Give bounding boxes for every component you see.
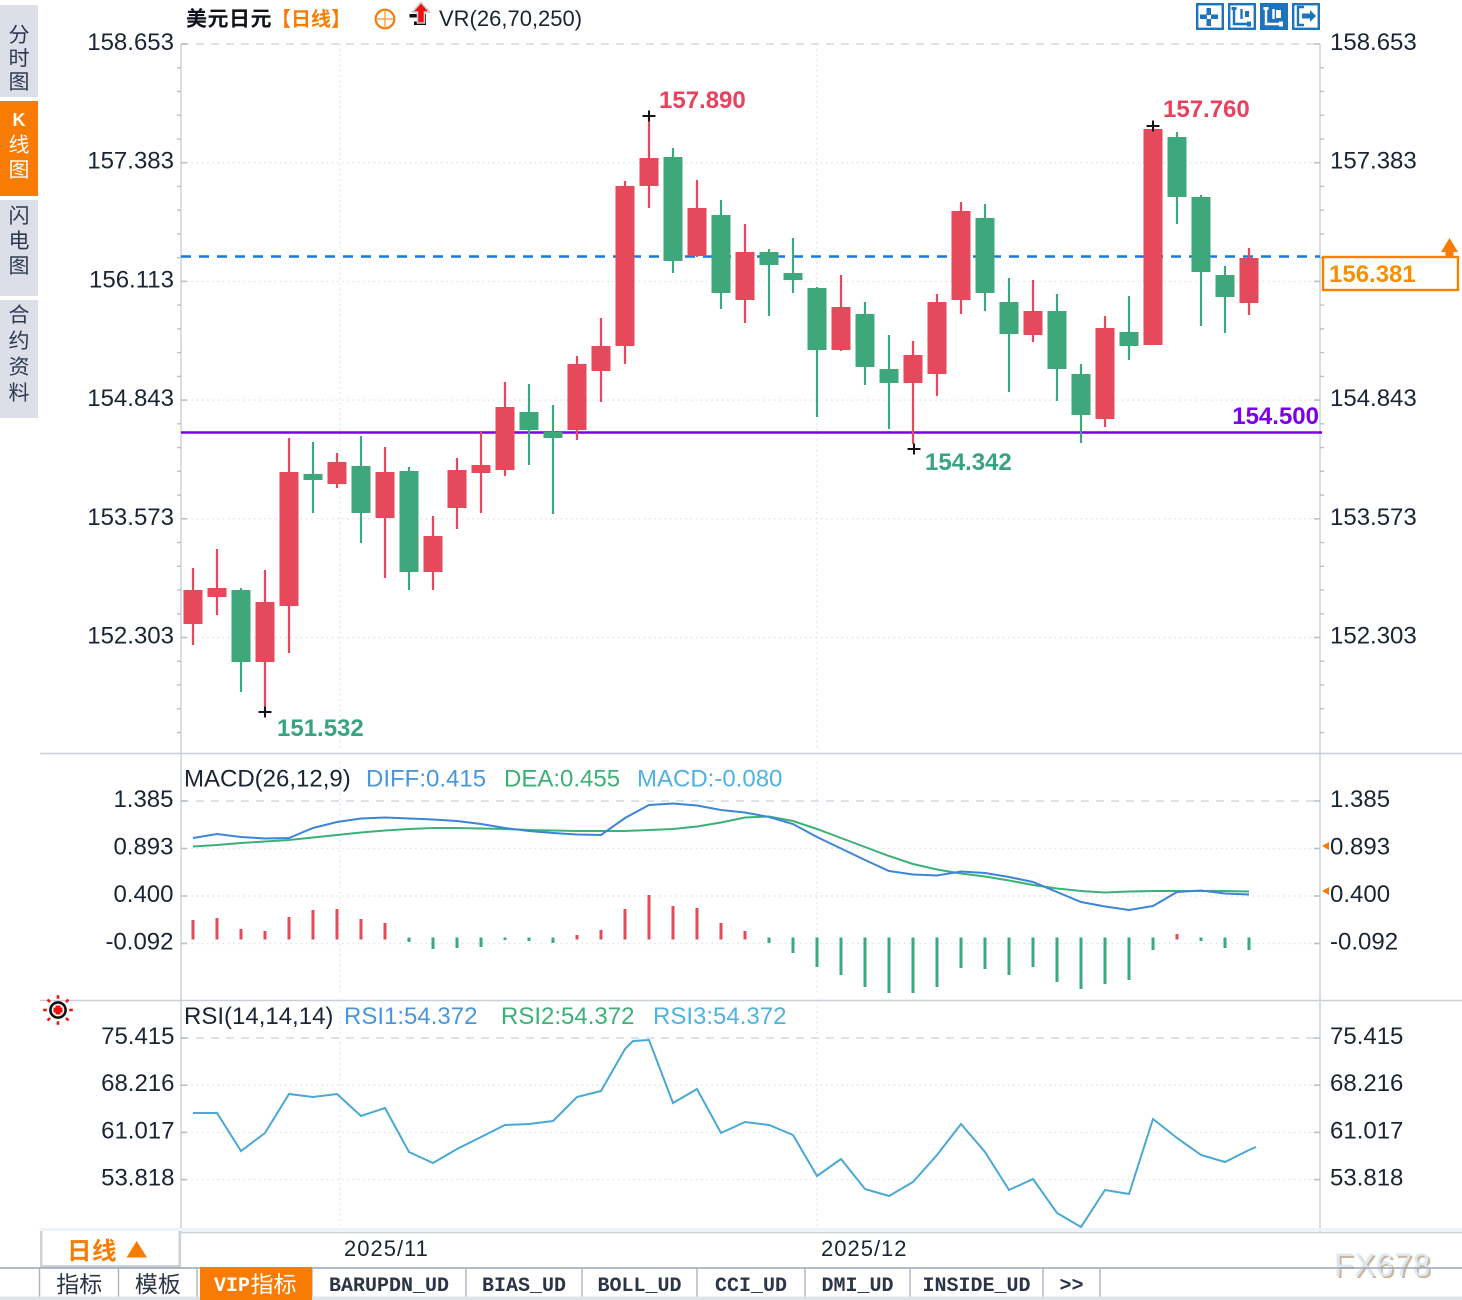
svg-text:68.216: 68.216 — [1330, 1070, 1403, 1097]
svg-text:-0.092: -0.092 — [1330, 929, 1398, 956]
svg-text:1.385: 1.385 — [113, 786, 173, 813]
svg-text:RSI2:54.372: RSI2:54.372 — [501, 1003, 634, 1030]
svg-text:152.303: 152.303 — [87, 623, 174, 650]
svg-text:INSIDE_UD: INSIDE_UD — [922, 1275, 1030, 1298]
svg-text:K: K — [13, 110, 26, 130]
svg-text:0.400: 0.400 — [113, 881, 173, 908]
svg-text:CCI_UD: CCI_UD — [715, 1275, 787, 1298]
svg-text:75.415: 75.415 — [1330, 1023, 1403, 1050]
svg-text:MACD:-0.080: MACD:-0.080 — [637, 766, 782, 793]
svg-text:156.113: 156.113 — [89, 266, 174, 293]
svg-text:0.893: 0.893 — [1330, 834, 1390, 861]
svg-text:157.760: 157.760 — [1163, 96, 1250, 123]
svg-text:153.573: 153.573 — [87, 504, 174, 531]
svg-text:157.890: 157.890 — [659, 87, 746, 114]
svg-text:RSI1:54.372: RSI1:54.372 — [344, 1003, 477, 1030]
svg-text:1.385: 1.385 — [1330, 786, 1390, 813]
svg-text:154.500: 154.500 — [1232, 403, 1319, 430]
svg-text:61.017: 61.017 — [101, 1117, 174, 1144]
svg-text:0.893: 0.893 — [113, 834, 173, 861]
svg-text:68.216: 68.216 — [101, 1070, 174, 1097]
svg-text:158.653: 158.653 — [87, 29, 174, 56]
svg-text:154.342: 154.342 — [925, 449, 1012, 476]
svg-text:152.303: 152.303 — [1330, 623, 1417, 650]
svg-text:DMI_UD: DMI_UD — [821, 1275, 893, 1298]
svg-text:VIP: VIP — [214, 1275, 250, 1298]
svg-text:53.818: 53.818 — [101, 1165, 174, 1192]
svg-text:VR(26,70,250): VR(26,70,250) — [439, 6, 582, 31]
svg-text:BIAS_UD: BIAS_UD — [482, 1275, 566, 1298]
svg-text:BARUPDN_UD: BARUPDN_UD — [329, 1275, 449, 1298]
svg-text:RSI3:54.372: RSI3:54.372 — [653, 1003, 786, 1030]
svg-text:2025/12: 2025/12 — [821, 1236, 908, 1261]
svg-text:154.843: 154.843 — [87, 385, 174, 412]
svg-text:>>: >> — [1059, 1275, 1083, 1298]
svg-text:2025/11: 2025/11 — [344, 1236, 429, 1261]
svg-text:MACD(26,12,9): MACD(26,12,9) — [184, 766, 351, 793]
svg-text:157.383: 157.383 — [1330, 148, 1417, 175]
svg-text:RSI(14,14,14): RSI(14,14,14) — [184, 1003, 333, 1030]
svg-text:156.381: 156.381 — [1329, 261, 1416, 288]
svg-text:BOLL_UD: BOLL_UD — [597, 1275, 681, 1298]
svg-text:FX678: FX678 — [1334, 1247, 1431, 1283]
svg-text:61.017: 61.017 — [1330, 1117, 1403, 1144]
svg-text:-0.092: -0.092 — [105, 929, 173, 956]
svg-text:53.818: 53.818 — [1330, 1165, 1403, 1192]
svg-text:154.843: 154.843 — [1330, 385, 1417, 412]
svg-text:DEA:0.455: DEA:0.455 — [504, 766, 620, 793]
svg-text:DIFF:0.415: DIFF:0.415 — [366, 766, 486, 793]
svg-text:FX678: FX678 — [1336, 1249, 1433, 1285]
svg-text:153.573: 153.573 — [1330, 504, 1417, 531]
svg-text:75.415: 75.415 — [101, 1023, 174, 1050]
svg-text:157.383: 157.383 — [87, 148, 174, 175]
svg-text:158.653: 158.653 — [1330, 29, 1417, 56]
svg-text:0.400: 0.400 — [1330, 881, 1390, 908]
svg-text:151.532: 151.532 — [277, 715, 364, 742]
